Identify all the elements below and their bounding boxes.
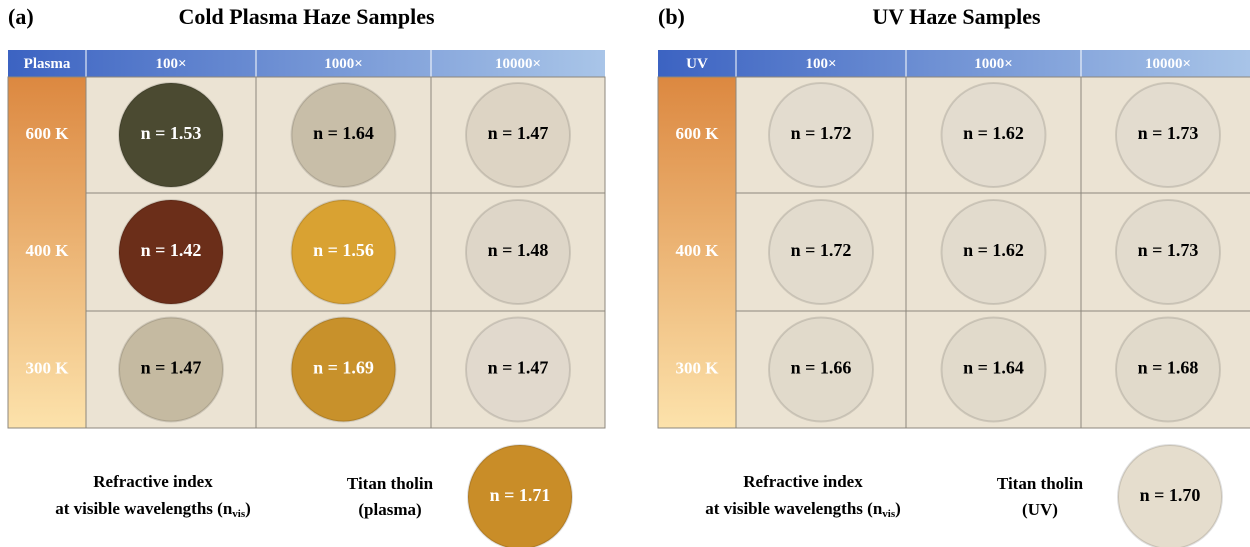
sample-disk — [1115, 82, 1221, 188]
refractive-index: n = 1.48 — [488, 240, 549, 260]
row-label: 400 K — [26, 241, 70, 260]
header-row — [658, 50, 1250, 77]
refractive-index: n = 1.72 — [791, 240, 852, 260]
sample-disk — [290, 82, 397, 188]
sample-disk — [118, 199, 224, 305]
footer-line: Refractive index — [93, 472, 213, 491]
panel-label: (a) — [8, 4, 34, 29]
column-header: 1000× — [324, 56, 363, 72]
sample-disk — [118, 82, 224, 188]
footer-text: at visible wavelengths (n — [55, 499, 233, 518]
refractive-index: n = 1.72 — [791, 123, 852, 143]
row-label: 400 K — [676, 241, 720, 260]
row-label-column — [658, 77, 736, 428]
refractive-index: n = 1.73 — [1138, 123, 1199, 143]
footer-text: ) — [895, 499, 901, 518]
refractive-index: n = 1.64 — [313, 123, 374, 143]
column-header: 100× — [805, 56, 836, 72]
sample-disk — [768, 316, 874, 423]
refractive-index: n = 1.47 — [488, 358, 549, 378]
refractive-index: n = 1.53 — [141, 123, 202, 143]
corner-label: Plasma — [24, 56, 71, 72]
tholin-label: (plasma) — [358, 500, 421, 519]
column-header: 10000× — [495, 56, 541, 72]
refractive-index: n = 1.47 — [141, 358, 202, 378]
refractive-index: n = 1.62 — [963, 240, 1024, 260]
column-header: 10000× — [1145, 56, 1191, 72]
refractive-index: n = 1.62 — [963, 123, 1024, 143]
row-label-column — [8, 77, 86, 428]
sample-disk — [290, 316, 397, 423]
tholin-label: Titan tholin — [347, 474, 434, 493]
sample-disk — [768, 82, 874, 188]
footer-line: at visible wavelengths (nvis) — [55, 499, 251, 520]
sample-disk — [465, 199, 571, 305]
tholin-label: Titan tholin — [997, 474, 1084, 493]
sample-disk — [940, 199, 1047, 305]
panel-title: UV Haze Samples — [872, 4, 1041, 29]
sample-disk — [1115, 316, 1221, 423]
row-label: 300 K — [676, 358, 720, 377]
refractive-index: n = 1.68 — [1138, 358, 1199, 378]
sample-disk — [290, 199, 397, 305]
footer-text: at visible wavelengths (n — [705, 499, 883, 518]
sample-disk — [768, 199, 874, 305]
refractive-index: n = 1.64 — [963, 358, 1024, 378]
panel-title: Cold Plasma Haze Samples — [178, 4, 434, 29]
footer-line: at visible wavelengths (nvis) — [705, 499, 901, 520]
sample-disk — [465, 316, 571, 423]
column-header: 1000× — [974, 56, 1013, 72]
sample-disk — [940, 82, 1047, 188]
row-label-border — [7, 76, 87, 429]
sample-disk — [465, 82, 571, 188]
row-label: 300 K — [26, 358, 70, 377]
tholin-disk — [1117, 444, 1223, 547]
tholin-disk — [467, 444, 573, 547]
tholin-index: n = 1.71 — [490, 485, 551, 505]
refractive-index: n = 1.42 — [141, 240, 202, 260]
refractive-index: n = 1.69 — [313, 358, 374, 378]
refractive-index: n = 1.73 — [1138, 240, 1199, 260]
column-header: 100× — [155, 56, 186, 72]
sample-disk — [118, 316, 224, 423]
panel-label: (b) — [658, 4, 685, 29]
sample-disk — [940, 316, 1047, 423]
refractive-index: n = 1.56 — [313, 240, 374, 260]
refractive-index: n = 1.66 — [791, 358, 852, 378]
footer-subscript: vis — [232, 508, 246, 520]
row-label: 600 K — [26, 124, 70, 143]
tholin-label: (UV) — [1022, 500, 1058, 519]
sample-disk — [1115, 199, 1221, 305]
corner-label: UV — [686, 56, 708, 72]
refractive-index: n = 1.47 — [488, 123, 549, 143]
footer-line: Refractive index — [743, 472, 863, 491]
row-label-border — [657, 76, 737, 429]
header-row — [8, 50, 605, 77]
footer-subscript: vis — [882, 508, 896, 520]
footer-text: ) — [245, 499, 251, 518]
tholin-index: n = 1.70 — [1140, 485, 1201, 505]
row-label: 600 K — [676, 124, 720, 143]
